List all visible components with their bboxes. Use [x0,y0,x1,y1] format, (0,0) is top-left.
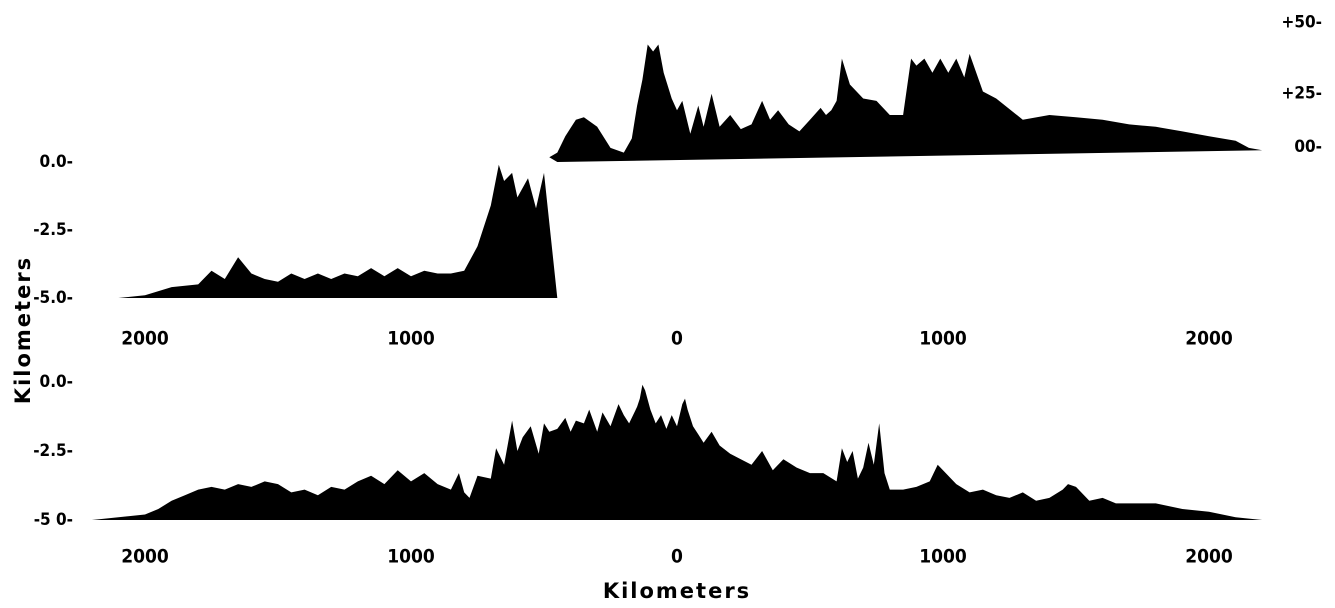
upper-left-y-tick-label: -2.5- [33,220,73,240]
upper-panel-right-y-ticks: +50- +25- 00- [1282,13,1322,158]
lower-y-tick-label: -2.5- [33,441,73,461]
y-axis-label: Kilometers [11,256,35,404]
lower-panel-y-ticks: 0.0- -2.5- -5 0- [33,372,73,530]
upper-right-y-tick-label: +50- [1282,13,1322,33]
lower-x-tick-label: 2000 [121,546,169,568]
upper-panel: 0.0- -2.5- -5.0- +50- +25- 00- 2000 1000 0 1000… [33,13,1322,350]
x-axis-label: Kilometers [603,579,751,603]
upper-x-tick-label: 2000 [1185,328,1233,350]
lower-panel-x-ticks: 2000 1000 0 1000 2000 [121,546,1233,568]
lower-y-tick-label: 0.0- [40,372,73,392]
lower-x-tick-label: 1000 [387,546,435,568]
upper-panel-left-terrain-area [91,164,558,298]
lower-y-tick-label: -5 0- [34,510,73,530]
lower-x-tick-label: 2000 [1185,546,1233,568]
upper-right-y-tick-label: +25- [1282,83,1322,103]
upper-left-y-tick-label: 0.0- [40,152,73,172]
lower-x-tick-label: 0 [671,546,683,568]
upper-left-y-tick-label: -5.0- [33,288,73,308]
upper-panel-left-y-ticks: 0.0- -2.5- -5.0- [33,152,73,308]
upper-x-tick-label: 1000 [919,328,967,350]
upper-right-y-tick-label: 00- [1294,137,1322,157]
upper-panel-right-terrain-area [549,44,1263,162]
upper-panel-x-ticks: 2000 1000 0 1000 2000 [121,328,1233,350]
upper-x-tick-label: 1000 [387,328,435,350]
lower-panel: 0.0- -2.5- -5 0- 2000 1000 0 1000 2000 [33,372,1263,568]
upper-x-tick-label: 0 [671,328,683,350]
lower-x-tick-label: 1000 [919,546,967,568]
lower-panel-terrain-area [91,384,1263,520]
upper-x-tick-label: 2000 [121,328,169,350]
